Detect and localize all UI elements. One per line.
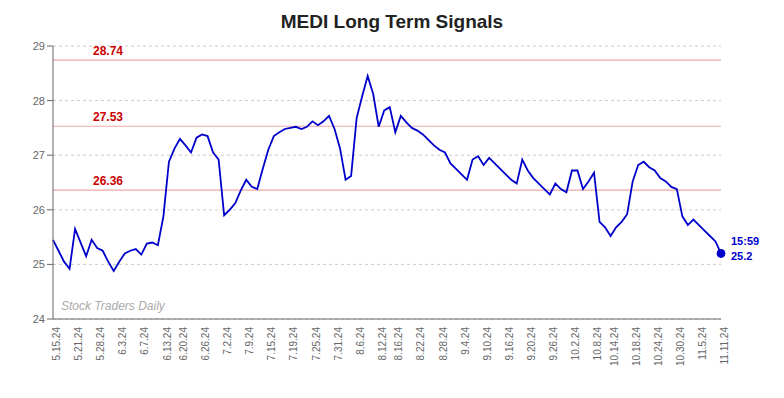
svg-text:6.26.24: 6.26.24: [200, 327, 211, 361]
svg-text:8.22.24: 8.22.24: [415, 327, 426, 361]
svg-text:7.19.24: 7.19.24: [288, 327, 299, 361]
svg-text:6.13.24: 6.13.24: [162, 327, 173, 361]
svg-text:9.10.24: 9.10.24: [482, 327, 493, 361]
svg-text:28: 28: [33, 95, 45, 107]
svg-text:7.15.24: 7.15.24: [266, 327, 277, 361]
svg-text:11.11.24: 11.11.24: [719, 327, 730, 365]
svg-text:8.6.24: 8.6.24: [355, 327, 366, 355]
svg-text:5.28.24: 5.28.24: [95, 327, 106, 361]
svg-text:25: 25: [33, 258, 45, 270]
svg-text:8.12.24: 8.12.24: [377, 327, 388, 361]
svg-text:27.53: 27.53: [93, 110, 123, 124]
svg-text:6.3.24: 6.3.24: [117, 327, 128, 355]
svg-text:10.18.24: 10.18.24: [631, 327, 642, 366]
svg-text:5.21.24: 5.21.24: [73, 327, 84, 361]
svg-text:10.2.24: 10.2.24: [570, 327, 581, 361]
svg-text:5.15.24: 5.15.24: [51, 327, 62, 361]
svg-text:26: 26: [33, 204, 45, 216]
svg-text:10.8.24: 10.8.24: [592, 327, 603, 361]
svg-text:28.74: 28.74: [93, 44, 123, 58]
html-text:Stock Traders Daily: Stock Traders Daily: [61, 299, 165, 313]
svg-text:6.20.24: 6.20.24: [178, 327, 189, 361]
svg-text:24: 24: [33, 313, 45, 325]
svg-text:10.24.24: 10.24.24: [653, 327, 664, 366]
svg-text:7.2.24: 7.2.24: [222, 327, 233, 355]
svg-text:6.7.24: 6.7.24: [139, 327, 150, 355]
svg-text:8.16.24: 8.16.24: [393, 327, 404, 361]
svg-text:29: 29: [33, 40, 45, 52]
svg-text:7.31.24: 7.31.24: [333, 327, 344, 361]
svg-text:15:59: 15:59: [731, 235, 759, 247]
svg-text:10.30.24: 10.30.24: [675, 327, 686, 366]
svg-text:25.2: 25.2: [731, 250, 752, 262]
svg-text:7.25.24: 7.25.24: [311, 327, 322, 361]
svg-text:8.28.24: 8.28.24: [438, 327, 449, 361]
svg-text:11.5.24: 11.5.24: [697, 327, 708, 360]
svg-text:9.16.24: 9.16.24: [504, 327, 515, 361]
svg-text:7.9.24: 7.9.24: [244, 327, 255, 355]
svg-text:26.36: 26.36: [93, 174, 123, 188]
svg-text:27: 27: [33, 149, 45, 161]
svg-text:9.20.24: 9.20.24: [526, 327, 537, 361]
svg-text:9.26.24: 9.26.24: [548, 327, 559, 361]
html-text:MEDI Long Term Signals: MEDI Long Term Signals: [280, 11, 504, 32]
svg-text:9.4.24: 9.4.24: [460, 327, 471, 355]
svg-text:10.14.24: 10.14.24: [609, 327, 620, 366]
